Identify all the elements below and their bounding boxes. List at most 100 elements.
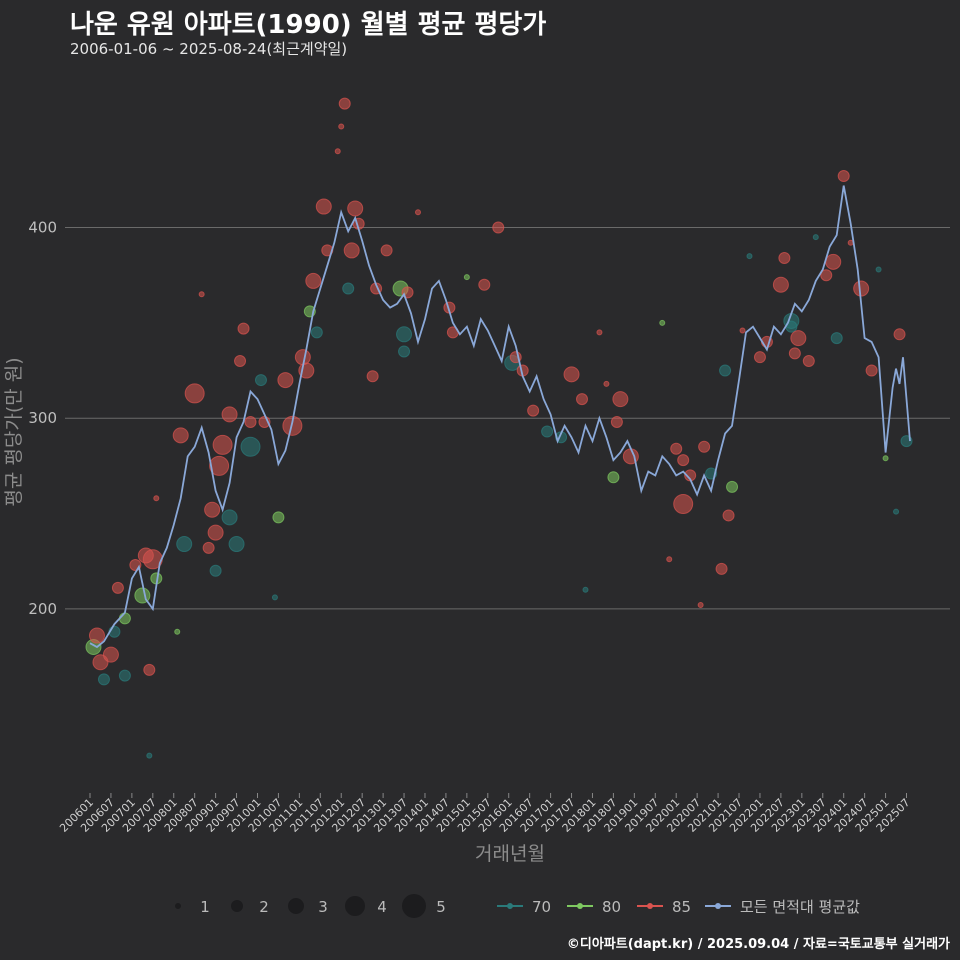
data-point-70-117: [582, 586, 589, 593]
data-point-85-47: [338, 123, 345, 130]
series-legend-label-80: 80: [602, 898, 621, 916]
data-point-85-12: [143, 663, 156, 676]
y-tick-label-200: 200: [28, 600, 57, 618]
average-line: [89, 185, 911, 649]
size-legend-label-4: 4: [377, 898, 387, 916]
data-point-85-98: [788, 347, 801, 360]
data-point-85-99: [790, 330, 807, 347]
data-point-70-15: [146, 752, 153, 759]
y-axis-ticks: 200 300 400: [28, 219, 57, 618]
data-point-85-37: [277, 372, 294, 389]
size-legend-label-3: 3: [318, 898, 328, 916]
data-point-85-22: [204, 501, 221, 518]
data-point-85-74: [596, 329, 603, 336]
data-point-85-6: [111, 581, 124, 594]
data-point-70-114: [893, 508, 900, 515]
data-point-85-1: [88, 627, 105, 644]
series-legend-dot-80: [577, 903, 583, 909]
data-point-85-101: [820, 269, 833, 282]
data-point-70-103: [830, 332, 843, 345]
x-axis-title: 거래년월: [475, 843, 545, 865]
data-point-85-94: [772, 276, 789, 293]
data-point-85-107: [893, 328, 906, 341]
y-tick-label-300: 300: [28, 409, 57, 427]
size-legend-key-3: [288, 898, 304, 914]
data-point-85-115: [666, 556, 673, 563]
data-point-80-76: [607, 471, 620, 484]
data-point-85-46: [334, 148, 341, 155]
data-point-80-63: [463, 274, 470, 281]
data-point-85-102: [825, 253, 842, 270]
data-point-85-72: [563, 366, 580, 383]
series-legend-dot-70: [507, 903, 513, 909]
y-tick-label-400: 400: [28, 219, 57, 237]
data-point-85-105: [853, 280, 870, 297]
data-point-85-64: [478, 278, 491, 291]
data-point-85-87: [715, 562, 728, 575]
chart-title: 나운 유원 아파트(1990) 월별 평균 평당가: [70, 10, 547, 40]
data-point-85-27: [221, 406, 238, 423]
size-legend-key-1: [175, 903, 181, 909]
data-point-85-92: [753, 351, 766, 364]
data-point-85-75: [603, 380, 610, 387]
data-point-70-110: [812, 234, 819, 241]
data-point-85-85: [698, 440, 711, 453]
series-legend-label-avg: 모든 면적대 평균값: [740, 898, 860, 916]
data-point-85-16: [153, 495, 160, 502]
data-point-85-50: [343, 242, 360, 259]
chart-subtitle: 2006-01-06 ~ 2025-08-24(최근계약일): [70, 40, 348, 58]
data-point-85-104: [837, 170, 850, 183]
data-point-70-49: [342, 282, 355, 295]
y-axis-title: 평균 평당가(만 원): [3, 357, 25, 506]
data-point-85-30: [234, 355, 247, 367]
data-point-80-80: [659, 319, 666, 326]
data-point-85-48: [338, 97, 351, 110]
data-point-85-44: [315, 198, 332, 215]
data-point-85-69: [527, 404, 540, 417]
data-point-85-65: [492, 221, 505, 234]
data-point-85-51: [347, 200, 364, 217]
data-point-85-77: [610, 416, 623, 429]
series-legend-dot-avg: [715, 903, 721, 909]
legend: 1 2 3 4 5 70 80 85 모든 면적대 평균값: [175, 894, 860, 918]
data-point-85-55: [380, 244, 393, 257]
data-point-85-4: [102, 646, 119, 663]
data-point-70-34: [254, 374, 267, 387]
size-legend-key-2: [231, 900, 243, 912]
data-point-85-73: [576, 393, 588, 406]
size-legend-key-4: [345, 896, 365, 916]
data-point-85-25: [209, 455, 230, 476]
data-point-70-57: [396, 326, 413, 343]
data-point-85-81: [670, 442, 683, 455]
data-point-70-119: [271, 594, 278, 601]
credit-text: ©디아파트(dapt.kr) / 2025.09.04 / 자료=국토교통부 실…: [566, 937, 950, 952]
data-point-85-78: [612, 391, 629, 408]
data-point-85-60: [415, 209, 421, 216]
data-point-85-95: [778, 252, 791, 265]
data-point-70-28: [221, 509, 238, 526]
size-legend-label-5: 5: [436, 898, 446, 916]
series-legend-label-70: 70: [532, 898, 551, 916]
data-point-70-3: [97, 673, 110, 686]
data-point-85-31: [237, 322, 250, 335]
data-point-80-118: [174, 628, 181, 635]
data-point-85-17: [172, 427, 189, 444]
data-point-85-109: [847, 239, 854, 246]
data-point-70-70: [541, 425, 554, 438]
scatter-points: [85, 97, 913, 759]
data-point-85-20: [198, 291, 205, 298]
data-point-85-21: [202, 541, 215, 554]
data-point-70-112: [875, 266, 882, 273]
data-point-70-24: [209, 564, 222, 577]
data-point-70-29: [228, 536, 245, 553]
data-point-70-58: [398, 345, 411, 358]
data-point-85-53: [366, 370, 379, 383]
data-point-85-26: [212, 434, 233, 455]
data-point-85-116: [697, 602, 704, 609]
data-point-80-113: [882, 455, 889, 462]
data-point-80-36: [272, 511, 285, 524]
data-point-85-91: [739, 327, 746, 334]
size-legend-key-5: [402, 894, 426, 918]
series-legend-label-85: 85: [672, 898, 691, 916]
